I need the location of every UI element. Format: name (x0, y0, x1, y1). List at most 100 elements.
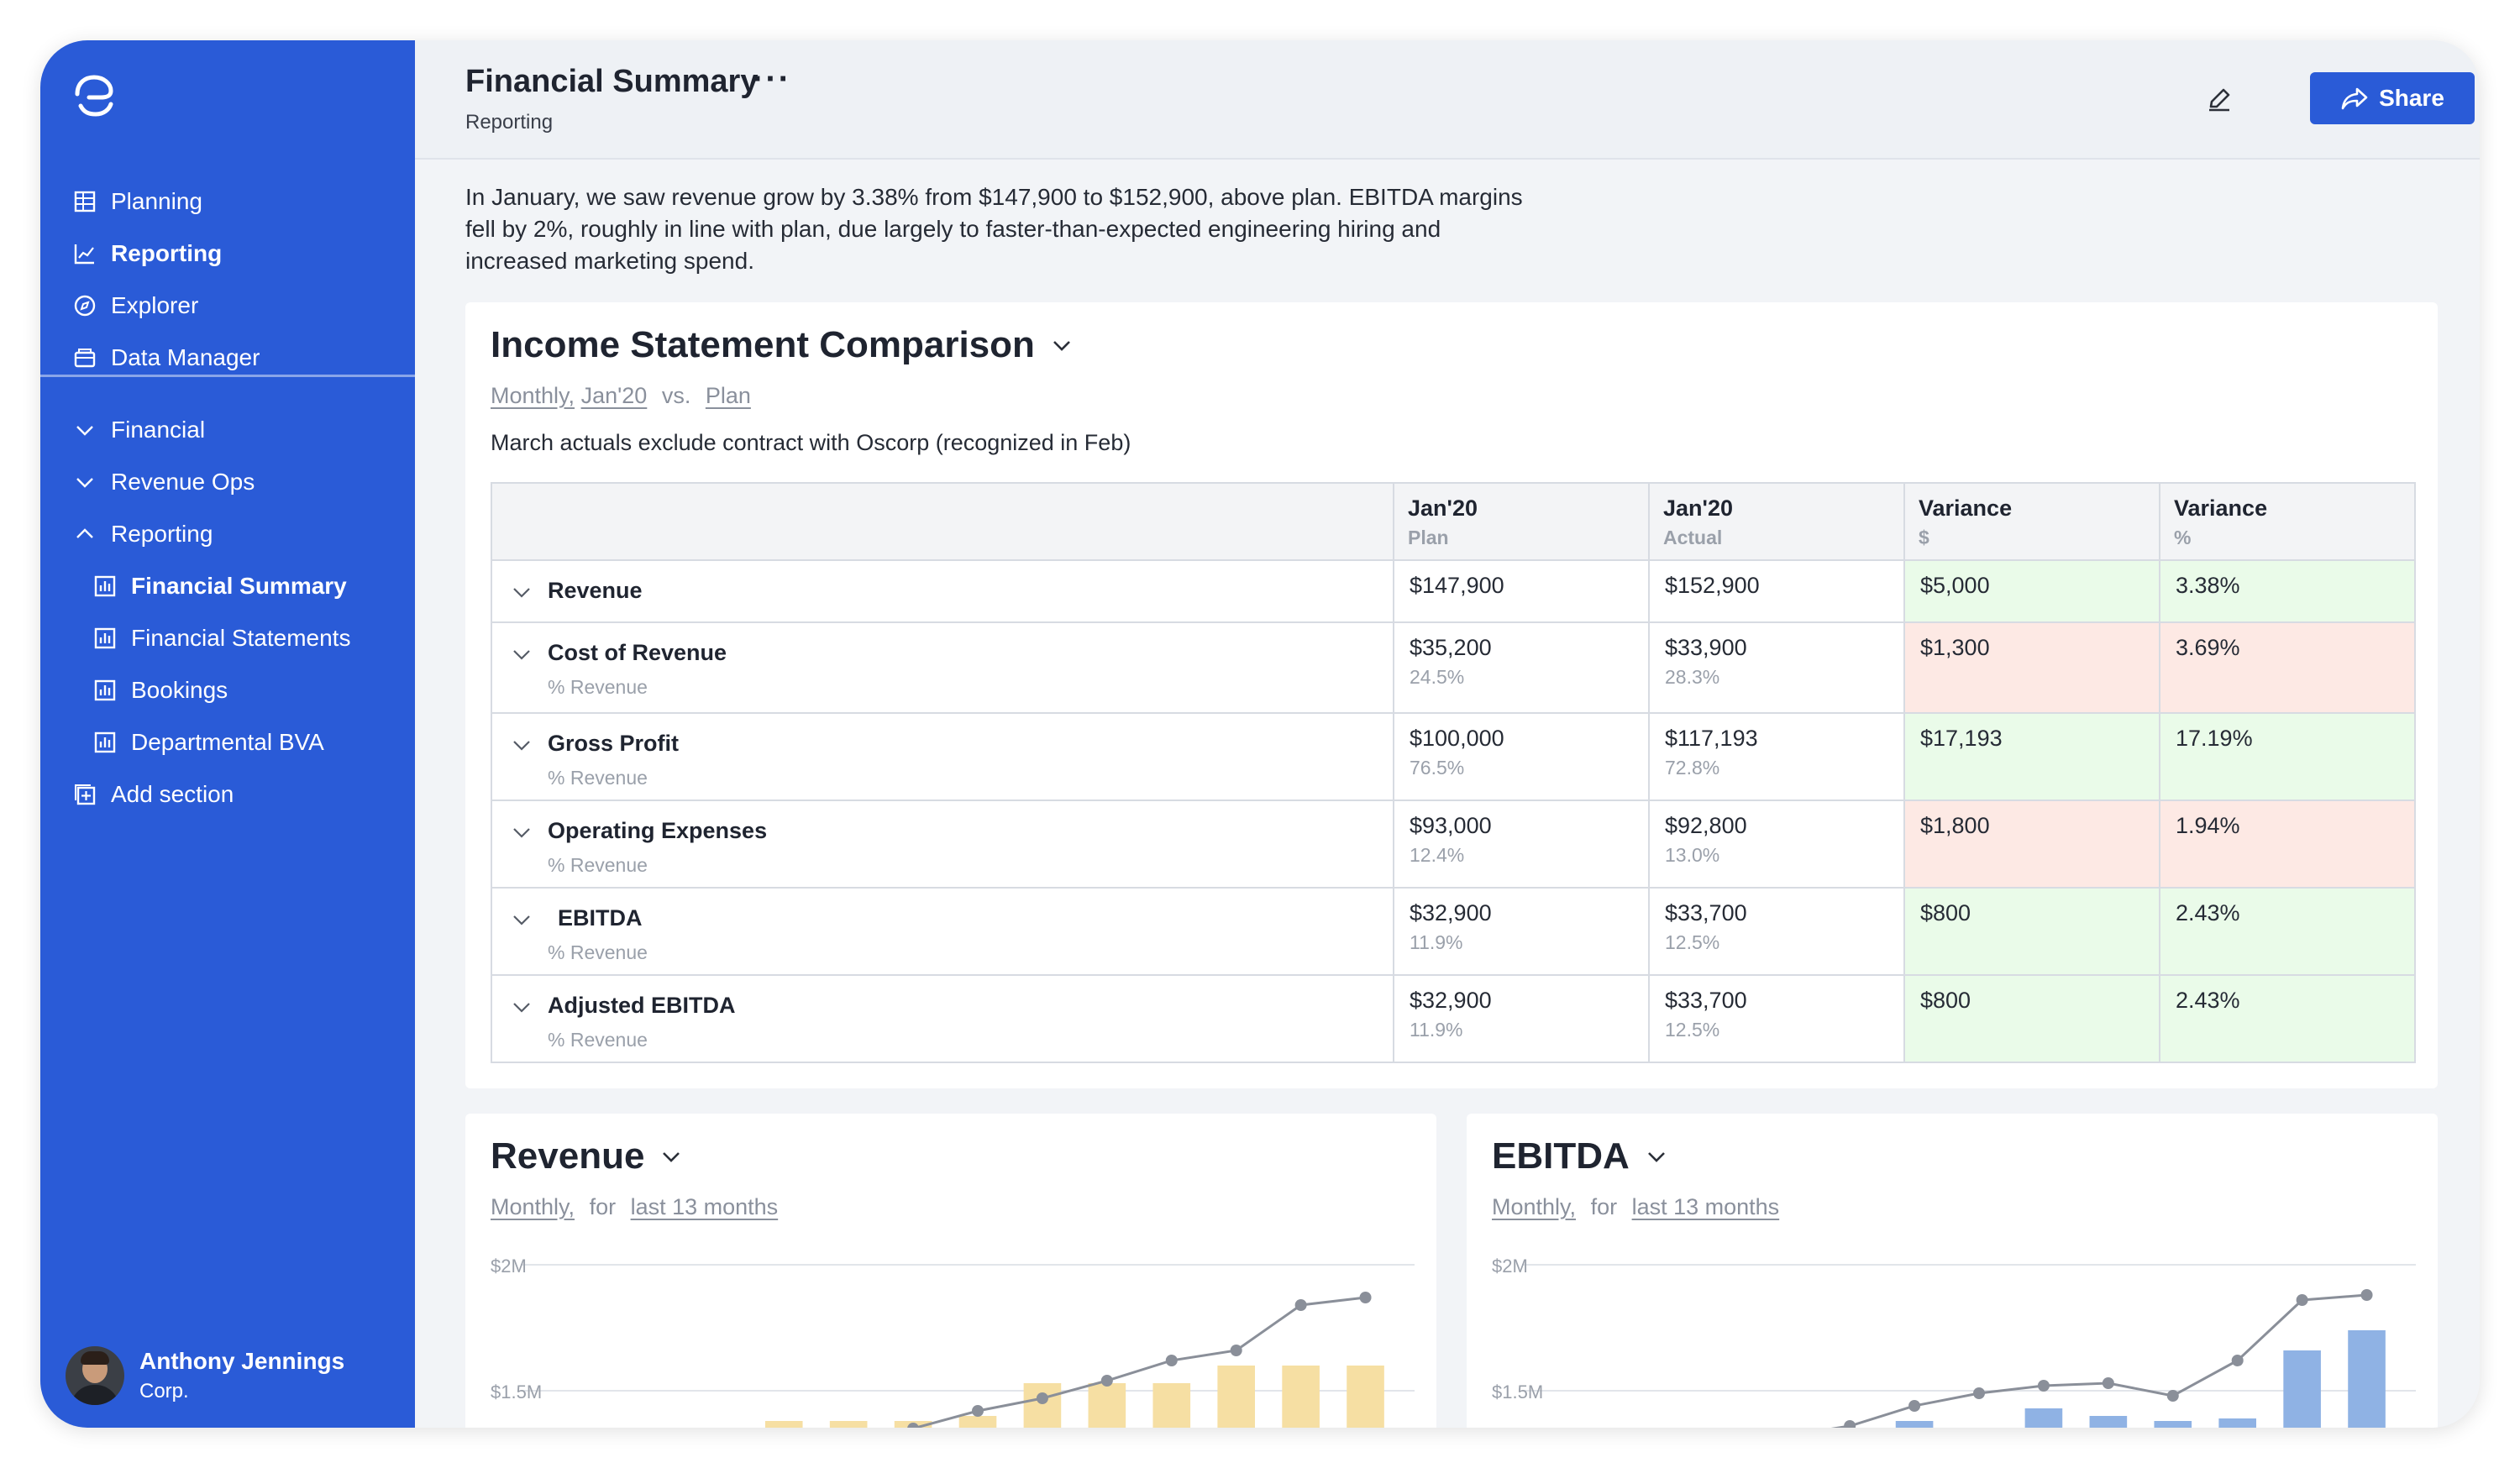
data-point[interactable] (907, 1423, 920, 1428)
data-point[interactable] (2231, 1355, 2244, 1366)
add-section-button[interactable]: Add section (72, 778, 234, 811)
row-label-cell[interactable]: Cost of Revenue % Revenue (491, 621, 1394, 714)
nav-data-manager[interactable]: Data Manager (72, 341, 260, 375)
header-actual[interactable]: Jan'20 Actual (1648, 482, 1905, 561)
chevron-down-icon[interactable] (511, 581, 533, 603)
actual-sub: 12.5% (1665, 931, 1720, 953)
nav-planning[interactable]: Planning (72, 185, 202, 218)
data-point[interactable] (1165, 1355, 1178, 1366)
page-breadcrumb[interactable]: Reporting (465, 111, 554, 134)
header-variance-abs-sub: $ (1919, 527, 1929, 548)
data-point[interactable] (1844, 1420, 1856, 1428)
revenue-chart-title[interactable]: Revenue (491, 1135, 683, 1177)
actual-sub: 72.8% (1665, 757, 1720, 779)
bar-chart-icon (94, 575, 116, 597)
bar[interactable] (1895, 1421, 1934, 1428)
nav-planning-label: Planning (111, 188, 202, 214)
edit-pencil-icon[interactable] (2204, 84, 2234, 114)
row-label-cell[interactable]: EBITDA % Revenue (491, 887, 1394, 976)
share-button[interactable]: Share (2310, 72, 2475, 124)
data-point[interactable] (1230, 1345, 1242, 1356)
bar[interactable] (1088, 1383, 1126, 1428)
bar[interactable] (2283, 1350, 2321, 1428)
plan-cell: $100,000 76.5% (1393, 712, 1650, 801)
ebitda-chart-title-text: EBITDA (1492, 1135, 1630, 1177)
bar[interactable] (829, 1421, 868, 1428)
data-point[interactable] (1973, 1387, 1985, 1399)
month-filter[interactable]: Jan'20 (580, 383, 648, 408)
row-label-cell[interactable]: Operating Expenses % Revenue (491, 800, 1394, 889)
row-sub: % Revenue (548, 941, 648, 963)
user-profile[interactable]: Anthony Jennings Corp. (66, 1346, 344, 1405)
avatar[interactable] (66, 1346, 124, 1405)
bar[interactable] (1282, 1366, 1320, 1428)
chevron-down-icon[interactable] (511, 909, 533, 931)
data-point[interactable] (1908, 1400, 1921, 1412)
plan-value: $147,900 (1410, 573, 1504, 598)
data-point[interactable] (1359, 1292, 1372, 1303)
header-variance-abs[interactable]: Variance $ (1903, 482, 2160, 561)
income-statement-title[interactable]: Income Statement Comparison (491, 324, 1074, 366)
compass-icon (74, 295, 96, 317)
app-logo-icon[interactable] (71, 72, 118, 119)
chevron-down-icon[interactable] (511, 996, 533, 1018)
data-point[interactable] (972, 1405, 984, 1417)
income-statement-title-text: Income Statement Comparison (491, 324, 1035, 365)
data-point[interactable] (1100, 1375, 1113, 1387)
data-point[interactable] (2296, 1294, 2308, 1306)
bar[interactable] (1023, 1383, 1062, 1428)
data-point[interactable] (2037, 1380, 2050, 1392)
header-plan[interactable]: Jan'20 Plan (1393, 482, 1650, 561)
row-name: Revenue (548, 578, 643, 603)
chevron-down-icon (76, 426, 93, 436)
data-point[interactable] (1036, 1392, 1048, 1404)
chevron-down-icon[interactable] (511, 821, 533, 843)
report-bookings[interactable]: Bookings (92, 674, 228, 707)
variance-pct-cell: 2.43% (2159, 887, 2416, 976)
bar[interactable] (1347, 1366, 1384, 1428)
row-label-cell[interactable]: Gross Profit % Revenue (491, 712, 1394, 801)
compare-filter[interactable]: Plan (705, 383, 751, 408)
row-label-cell[interactable]: Adjusted EBITDA % Revenue (491, 974, 1394, 1063)
section-reporting[interactable]: Reporting (72, 517, 213, 551)
bar[interactable] (1152, 1383, 1191, 1428)
plan-value: $32,900 (1410, 900, 1492, 925)
data-point[interactable] (1294, 1299, 1307, 1311)
data-point[interactable] (2166, 1390, 2179, 1402)
section-financial[interactable]: Financial (72, 413, 205, 447)
chevron-down-icon[interactable] (511, 734, 533, 756)
bar[interactable] (2348, 1330, 2386, 1428)
bar[interactable] (2024, 1408, 2063, 1428)
report-financial-statements[interactable]: Financial Statements (92, 621, 350, 655)
header-variance-pct[interactable]: Variance% (2159, 482, 2416, 561)
actual-sub: 13.0% (1665, 844, 1720, 866)
section-revenue-ops[interactable]: Revenue Ops (72, 465, 255, 499)
bar[interactable] (1217, 1366, 1255, 1428)
data-point[interactable] (2360, 1289, 2373, 1301)
chevron-down-icon[interactable] (511, 643, 533, 665)
bar[interactable] (764, 1421, 803, 1428)
ebitda-period-filter[interactable]: Monthly, (1492, 1194, 1577, 1219)
revenue-period-filter[interactable]: Monthly, (491, 1194, 575, 1219)
header-label-cell (491, 482, 1394, 561)
row-label-cell[interactable]: Revenue (491, 559, 1394, 623)
ebitda-range-filter[interactable]: last 13 months (1631, 1194, 1780, 1219)
ebitda-chart-title[interactable]: EBITDA (1492, 1135, 1668, 1177)
report-financial-summary[interactable]: Financial Summary (92, 569, 347, 603)
y-tick-label: $2M (491, 1256, 527, 1277)
data-point[interactable] (2102, 1377, 2114, 1389)
header-actual-title: Jan'20 (1663, 495, 1733, 521)
actual-cell: $92,800 13.0% (1648, 800, 1905, 889)
more-options-button[interactable]: ··· (753, 60, 791, 97)
nav-reporting[interactable]: Reporting (72, 237, 222, 270)
report-departmental-bva[interactable]: Departmental BVA (92, 726, 324, 759)
period-filter[interactable]: Monthly, (491, 383, 575, 408)
bar[interactable] (2089, 1416, 2128, 1428)
nav-explorer[interactable]: Explorer (72, 289, 198, 322)
variance-pct-value: 1.94% (2176, 813, 2240, 838)
revenue-range-filter[interactable]: last 13 months (630, 1194, 779, 1219)
report-chart-icon (74, 244, 94, 265)
bar[interactable] (958, 1416, 997, 1428)
bar[interactable] (2218, 1418, 2256, 1428)
bar[interactable] (2154, 1421, 2192, 1428)
